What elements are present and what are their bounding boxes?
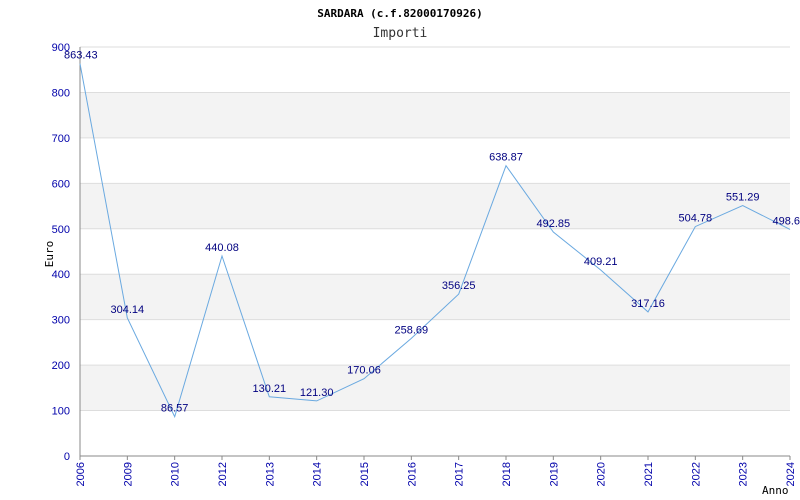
y-tick-label: 400 bbox=[52, 269, 70, 281]
data-label: 258.69 bbox=[395, 324, 429, 336]
x-tick-label: 2012 bbox=[217, 462, 229, 486]
x-tick-labels: 2006 2009 2010 2012 2013 2014 2015 2016 2017 2018… bbox=[75, 456, 797, 486]
data-label: 504.78 bbox=[679, 213, 713, 225]
x-tick-label: 2006 bbox=[75, 462, 87, 486]
x-tick-label: 2024 bbox=[785, 462, 797, 486]
data-label: 356.25 bbox=[442, 280, 476, 292]
data-label: 440.08 bbox=[205, 242, 239, 254]
x-axis-label: Anno bbox=[762, 484, 789, 497]
data-label: 121.30 bbox=[300, 387, 334, 399]
y-tick-label: 300 bbox=[52, 315, 70, 327]
y-tick-label: 700 bbox=[52, 133, 70, 145]
x-tick-label: 2017 bbox=[454, 462, 466, 486]
grid-band bbox=[80, 183, 790, 229]
x-tick-label: 2015 bbox=[359, 462, 371, 486]
grid-band bbox=[80, 92, 790, 138]
data-label: 317.16 bbox=[631, 298, 665, 310]
data-label: 130.21 bbox=[253, 383, 287, 395]
data-label: 170.06 bbox=[347, 365, 381, 377]
data-labels: 863.43 304.14 86.57 440.08 130.21 121.30 170.0… bbox=[64, 50, 800, 415]
data-label: 638.87 bbox=[489, 152, 523, 164]
grid-band bbox=[80, 274, 790, 320]
y-tick-label: 900 bbox=[52, 42, 70, 54]
x-tick-label: 2018 bbox=[501, 462, 513, 486]
x-tick-label: 2010 bbox=[170, 462, 182, 486]
grid-band bbox=[80, 365, 790, 411]
y-tick-label: 100 bbox=[52, 406, 70, 418]
data-label: 304.14 bbox=[111, 304, 145, 316]
data-label: 86.57 bbox=[161, 403, 189, 415]
y-tick-label: 800 bbox=[52, 87, 70, 99]
chart-title: SARDARA (c.f.82000170926) bbox=[317, 7, 483, 20]
x-tick-label: 2016 bbox=[406, 462, 418, 486]
x-tick-label: 2023 bbox=[738, 462, 750, 486]
x-tick-label: 2022 bbox=[690, 462, 702, 486]
chart-subtitle: Importi bbox=[373, 26, 428, 41]
data-label: 863.43 bbox=[64, 50, 98, 62]
y-tick-label: 200 bbox=[52, 360, 70, 372]
x-tick-label: 2019 bbox=[548, 462, 560, 486]
grid-lines bbox=[80, 46, 790, 412]
x-tick-label: 2014 bbox=[312, 462, 324, 486]
x-tick-label: 2021 bbox=[643, 462, 655, 486]
y-tick-label: 0 bbox=[64, 451, 70, 463]
x-tick-label: 2020 bbox=[596, 462, 608, 486]
y-tick-labels: 0 100 200 300 400 500 600 700 800 900 bbox=[52, 42, 70, 463]
y-tick-label: 600 bbox=[52, 178, 70, 190]
grid-bands bbox=[80, 92, 790, 411]
data-label: 492.85 bbox=[537, 218, 571, 230]
x-tick-label: 2013 bbox=[264, 462, 276, 486]
x-tick-label: 2009 bbox=[122, 462, 134, 486]
data-label: 551.29 bbox=[726, 191, 760, 203]
data-label: 498.6 bbox=[772, 215, 800, 227]
y-tick-label: 500 bbox=[52, 224, 70, 236]
y-axis-label: Euro bbox=[43, 241, 56, 268]
series-line bbox=[79, 63, 791, 419]
data-label: 409.21 bbox=[584, 256, 618, 268]
